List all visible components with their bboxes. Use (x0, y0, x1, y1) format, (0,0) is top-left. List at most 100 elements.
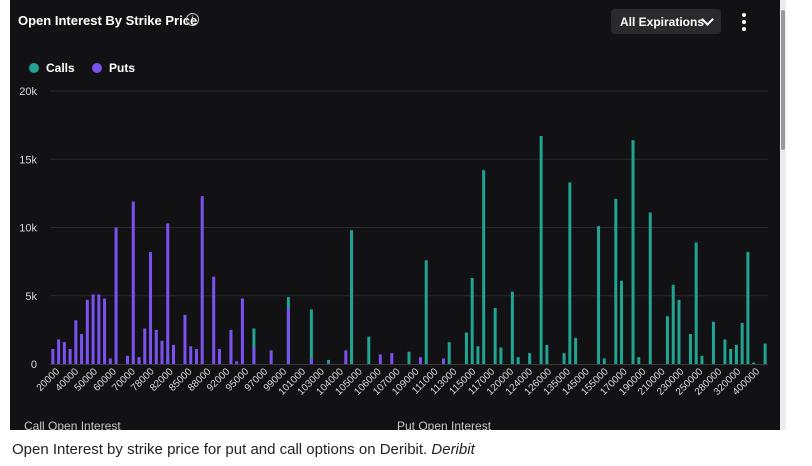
y-tick-label: 5k (25, 291, 37, 303)
puts-bar[interactable] (171, 344, 175, 364)
puts-bar[interactable] (143, 328, 147, 364)
puts-bar[interactable] (91, 294, 95, 364)
puts-bar[interactable] (240, 298, 244, 364)
puts-bar[interactable] (200, 196, 204, 364)
calls-bar[interactable] (620, 280, 624, 364)
calls-bar[interactable] (677, 299, 681, 364)
calls-bar[interactable] (482, 170, 486, 364)
puts-bar[interactable] (108, 358, 112, 364)
legend-item-puts[interactable]: Puts (92, 61, 135, 75)
calls-bar[interactable] (752, 362, 756, 364)
puts-bar[interactable] (57, 339, 61, 364)
puts-bar[interactable] (62, 342, 66, 364)
puts-bar[interactable] (229, 329, 233, 364)
calls-bar[interactable] (510, 291, 514, 364)
calls-bar[interactable] (493, 308, 497, 364)
calls-bar[interactable] (470, 278, 474, 364)
puts-bar[interactable] (74, 320, 78, 364)
puts-bar[interactable] (212, 276, 216, 364)
expirations-dropdown[interactable]: All Expirations (611, 9, 721, 34)
calls-bar[interactable] (723, 339, 727, 364)
calls-bar[interactable] (648, 212, 652, 364)
puts-bar[interactable] (269, 350, 273, 364)
calls-bar[interactable] (309, 309, 313, 364)
puts-bar[interactable] (252, 347, 256, 364)
calls-bar[interactable] (746, 252, 750, 364)
legend-dot-calls (29, 63, 39, 73)
puts-bar[interactable] (235, 361, 239, 364)
puts-bar[interactable] (137, 357, 141, 364)
calls-bar[interactable] (700, 355, 704, 364)
calls-bar[interactable] (424, 260, 428, 364)
calls-bar[interactable] (665, 316, 669, 364)
puts-bar[interactable] (103, 298, 107, 364)
puts-bar[interactable] (189, 346, 193, 364)
puts-bar[interactable] (85, 299, 89, 364)
calls-bar[interactable] (447, 342, 451, 364)
calls-bar[interactable] (252, 328, 256, 364)
info-icon[interactable]: i (186, 13, 199, 26)
y-tick-label: 20k (19, 86, 37, 98)
caption-text: Open Interest by strike price for put an… (12, 441, 428, 458)
calls-bar[interactable] (688, 333, 692, 364)
puts-bar[interactable] (131, 201, 135, 364)
calls-bar[interactable] (631, 140, 635, 364)
puts-bar[interactable] (80, 333, 84, 364)
puts-bar[interactable] (194, 348, 198, 364)
caption: Open Interest by strike price for put an… (12, 441, 475, 458)
puts-bar[interactable] (378, 354, 382, 364)
bar-chart: 05k10k15k20k2000040000500006000070000780… (19, 86, 768, 398)
calls-bar[interactable] (740, 323, 744, 364)
calls-bar[interactable] (711, 321, 715, 364)
scrollbar-thumb[interactable] (781, 10, 785, 150)
calls-bar[interactable] (327, 359, 331, 364)
calls-bar[interactable] (734, 344, 738, 364)
calls-bar[interactable] (562, 353, 566, 364)
y-tick-label: 0 (31, 359, 37, 371)
puts-bar[interactable] (68, 348, 72, 364)
calls-bar[interactable] (602, 358, 606, 364)
puts-bar[interactable] (441, 358, 445, 364)
puts-bar[interactable] (149, 252, 153, 364)
puts-bar[interactable] (217, 348, 221, 364)
puts-bar[interactable] (327, 362, 331, 364)
puts-bar[interactable] (344, 350, 348, 364)
puts-bar[interactable] (166, 223, 170, 364)
calls-bar[interactable] (763, 343, 767, 364)
calls-bar[interactable] (574, 338, 578, 364)
calls-bar[interactable] (614, 198, 618, 364)
calls-bar[interactable] (539, 136, 543, 364)
calls-bar[interactable] (637, 357, 641, 364)
calls-bar[interactable] (528, 353, 532, 364)
calls-bar[interactable] (350, 230, 354, 364)
calls-bar[interactable] (568, 182, 572, 364)
scrollbar[interactable] (780, 0, 786, 430)
calls-bar[interactable] (597, 226, 601, 364)
calls-bar[interactable] (499, 347, 503, 364)
calls-bar[interactable] (464, 332, 468, 364)
calls-bar[interactable] (671, 284, 675, 364)
calls-bar[interactable] (407, 351, 411, 364)
puts-bar[interactable] (183, 314, 187, 364)
calls-bar[interactable] (545, 344, 549, 364)
puts-bar[interactable] (97, 294, 101, 364)
calls-bar[interactable] (476, 346, 480, 364)
puts-bar[interactable] (126, 355, 130, 364)
calls-bar[interactable] (694, 242, 698, 364)
calls-bar[interactable] (516, 357, 520, 364)
puts-bar[interactable] (309, 358, 313, 364)
puts-bar[interactable] (114, 227, 118, 365)
legend-item-calls[interactable]: Calls (29, 61, 75, 75)
puts-bar[interactable] (154, 329, 158, 364)
caption-source: Deribit (431, 441, 475, 458)
more-vertical-icon[interactable] (736, 10, 752, 34)
puts-bar[interactable] (51, 348, 55, 364)
puts-bar[interactable] (390, 353, 394, 364)
legend-label-calls: Calls (46, 61, 75, 75)
puts-bar[interactable] (160, 340, 164, 364)
puts-bar[interactable] (286, 308, 290, 364)
y-tick-label: 10k (19, 223, 37, 235)
calls-bar[interactable] (367, 336, 371, 364)
puts-bar[interactable] (418, 357, 422, 364)
calls-bar[interactable] (729, 348, 733, 364)
